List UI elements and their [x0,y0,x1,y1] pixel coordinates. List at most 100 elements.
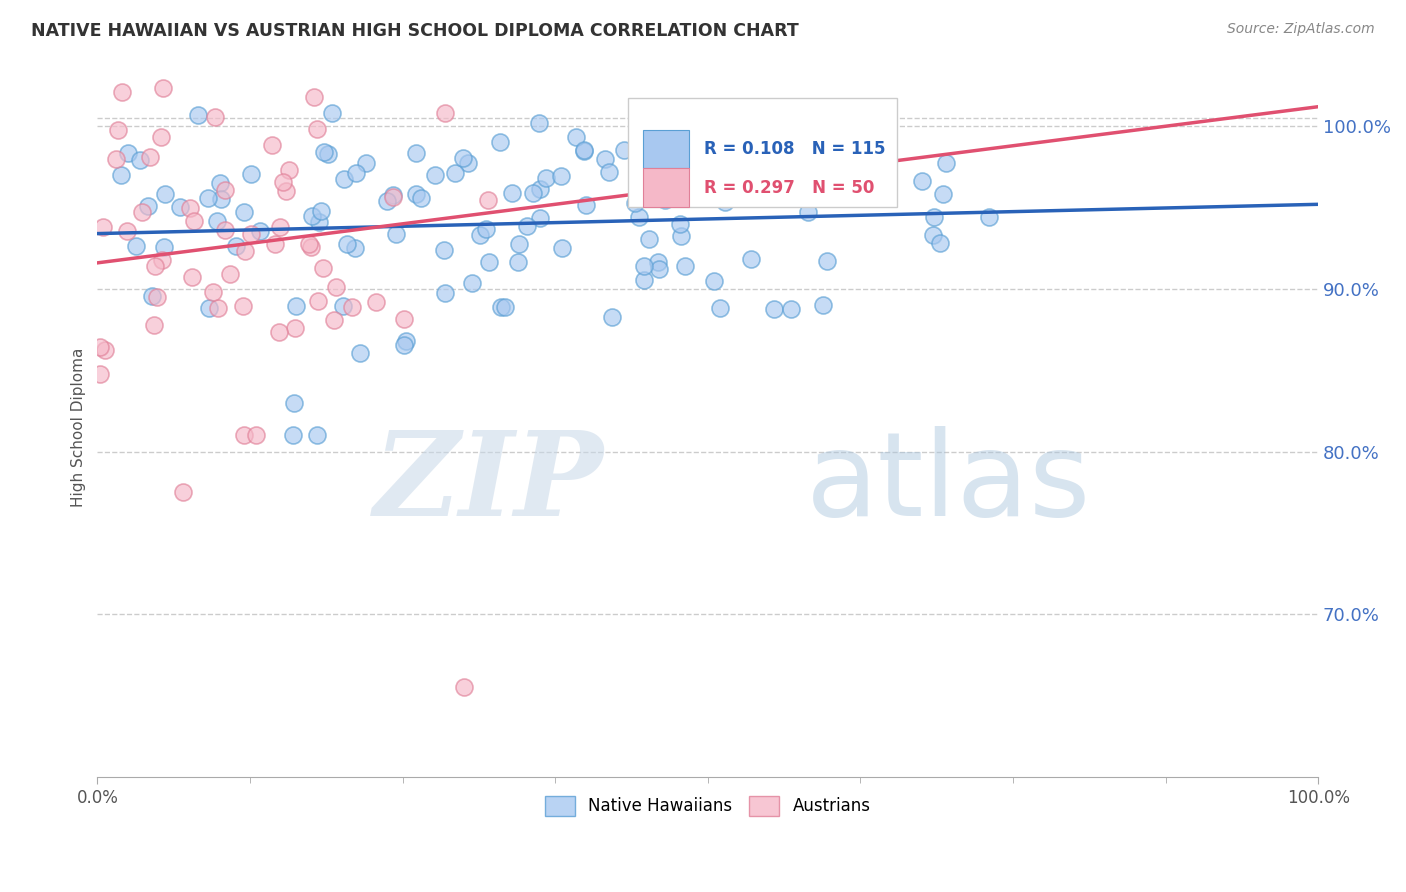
Point [385,227,408,241]
Point [343,240,366,254]
Point [536,171,558,186]
Point [872,162,894,177]
Point [613,144,636,158]
Point [260,137,283,152]
Point [813,298,835,312]
Point [489,135,512,149]
Legend: Native Hawaiians, Austrians: Native Hawaiians, Austrians [537,788,879,824]
Point [321,105,343,120]
Point [284,321,307,335]
Point [187,108,209,122]
Point [333,172,356,186]
Point [153,240,176,254]
Text: Source: ZipAtlas.com: Source: ZipAtlas.com [1227,22,1375,37]
Point [264,237,287,252]
Point [637,232,659,246]
Point [433,243,456,257]
Point [284,300,307,314]
Point [768,190,790,204]
Point [740,252,762,266]
Point [494,300,516,314]
Point [451,151,474,165]
Point [763,301,786,316]
Point [299,240,322,254]
Point [575,197,598,211]
Point [501,186,523,201]
Point [477,193,499,207]
Point [929,235,952,250]
Point [94,343,117,357]
Point [669,229,692,244]
Point [307,428,329,442]
Bar [643,169,689,207]
Point [433,285,456,300]
Point [477,255,499,269]
Point [703,274,725,288]
Point [131,205,153,219]
Point [150,129,173,144]
Point [197,190,219,204]
Point [598,165,620,179]
Point [145,290,167,304]
Point [332,299,354,313]
Point [207,214,229,228]
Point [652,186,675,201]
Point [105,152,128,166]
Point [89,340,111,354]
Point [209,192,232,206]
Point [218,268,240,282]
Point [714,195,737,210]
Point [179,201,201,215]
Point [204,110,226,124]
Point [382,187,405,202]
Point [232,205,254,219]
Point [354,156,377,170]
Point [769,170,792,185]
Point [979,210,1001,224]
Point [312,260,335,275]
Point [550,241,572,255]
Point [183,214,205,228]
Point [647,255,669,269]
Point [249,224,271,238]
Point [301,209,323,223]
Point [425,168,447,182]
Point [624,196,647,211]
Point [593,153,616,167]
Point [169,201,191,215]
Text: NATIVE HAWAIIAN VS AUSTRIAN HIGH SCHOOL DIPLOMA CORRELATION CHART: NATIVE HAWAIIAN VS AUSTRIAN HIGH SCHOOL … [31,22,799,40]
Point [457,155,479,169]
Point [411,191,433,205]
Point [600,310,623,324]
Point [143,259,166,273]
Point [631,180,654,194]
Point [672,189,695,203]
Point [924,211,946,225]
Point [935,156,957,170]
Point [214,223,236,237]
Point [325,279,347,293]
Point [405,146,427,161]
Point [322,313,344,327]
Point [125,239,148,253]
Point [529,211,551,225]
Point [314,145,336,160]
Point [382,190,405,204]
Point [198,301,221,316]
Point [673,259,696,273]
Point [172,485,194,500]
Point [107,122,129,136]
Point [395,334,418,349]
Point [628,210,651,224]
Point [202,285,225,300]
Point [342,301,364,315]
Point [89,367,111,381]
Point [815,254,838,268]
Point [91,219,114,234]
Point [136,199,159,213]
Text: R = 0.108   N = 115: R = 0.108 N = 115 [704,140,886,158]
Point [508,255,530,269]
Point [869,125,891,139]
Point [207,301,229,315]
Point [180,270,202,285]
